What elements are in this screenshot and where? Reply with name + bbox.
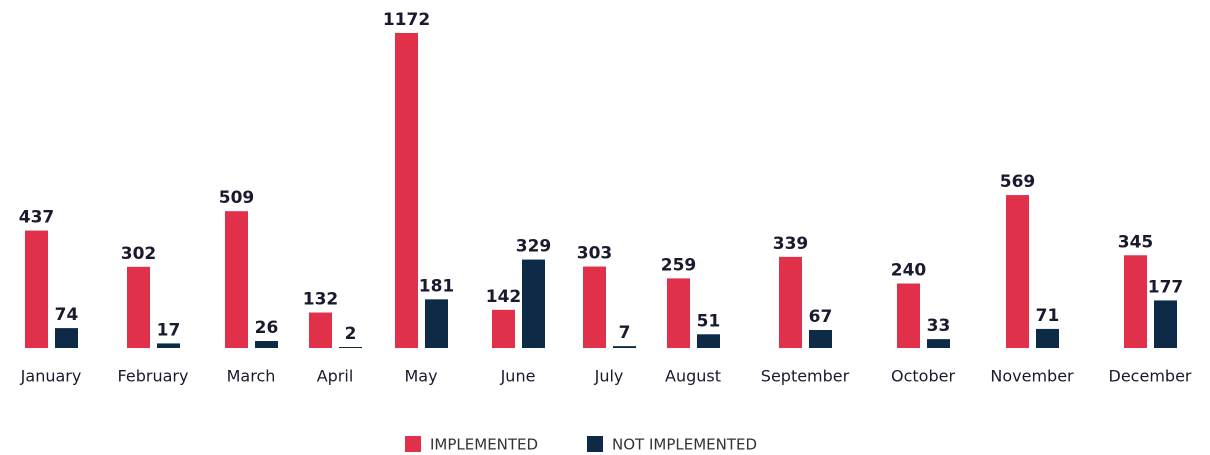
bar <box>809 329 832 348</box>
value-label: 569 <box>1000 172 1036 192</box>
bar <box>395 33 418 348</box>
legend-label: IMPLEMENTED <box>430 436 538 454</box>
value-label: 181 <box>419 276 455 296</box>
value-label: 142 <box>486 287 522 307</box>
bar <box>697 334 720 348</box>
x-tick-label: December <box>1109 367 1192 386</box>
x-tick-label: November <box>990 367 1074 386</box>
value-label: 240 <box>891 260 927 280</box>
x-tick-label: October <box>891 367 955 386</box>
value-label: 303 <box>577 244 613 264</box>
bar <box>1124 255 1147 348</box>
value-label: 345 <box>1118 232 1154 252</box>
x-tick-label: February <box>118 367 189 386</box>
bar <box>339 347 362 348</box>
value-label: 1172 <box>383 10 430 30</box>
x-tick-label: September <box>761 367 850 386</box>
bar <box>492 309 515 348</box>
bar <box>1036 328 1059 348</box>
bar <box>127 266 150 348</box>
bar <box>225 211 248 348</box>
value-label: 51 <box>697 311 721 331</box>
value-label: 132 <box>303 290 339 310</box>
bar <box>667 278 690 348</box>
bar <box>1006 195 1029 348</box>
value-label: 67 <box>809 307 833 327</box>
value-label: 26 <box>255 318 279 338</box>
x-tick-label: July <box>594 367 624 386</box>
bar <box>897 283 920 348</box>
legend-swatch <box>587 436 603 452</box>
bar <box>425 299 448 348</box>
value-label: 7 <box>619 323 631 343</box>
value-label: 71 <box>1036 306 1060 326</box>
bar <box>157 343 180 348</box>
bar <box>522 259 545 348</box>
value-label: 329 <box>516 237 552 257</box>
value-label: 437 <box>19 208 55 228</box>
value-label: 177 <box>1148 277 1184 297</box>
x-tick-label: May <box>404 367 437 386</box>
value-label: 339 <box>773 234 809 254</box>
value-label: 509 <box>219 188 255 208</box>
value-label: 302 <box>121 244 157 264</box>
x-tick-label: June <box>500 367 536 386</box>
x-tick-label: August <box>665 367 721 386</box>
bar <box>255 341 278 348</box>
bar <box>1154 300 1177 348</box>
value-label: 259 <box>661 255 697 275</box>
legend-label: NOT IMPLEMENTED <box>612 436 757 454</box>
value-label: 2 <box>345 324 357 344</box>
bar <box>309 312 332 348</box>
x-tick-label: April <box>317 367 354 386</box>
value-label: 74 <box>55 305 79 325</box>
bar <box>55 328 78 348</box>
bar <box>779 256 802 348</box>
bar <box>613 346 636 348</box>
bar <box>583 266 606 348</box>
bar <box>927 339 950 348</box>
x-tick-label: March <box>227 367 276 386</box>
bar <box>25 230 48 348</box>
legend-swatch <box>405 436 421 452</box>
x-tick-label: January <box>20 367 82 386</box>
value-label: 33 <box>927 316 951 336</box>
value-label: 17 <box>157 320 181 340</box>
